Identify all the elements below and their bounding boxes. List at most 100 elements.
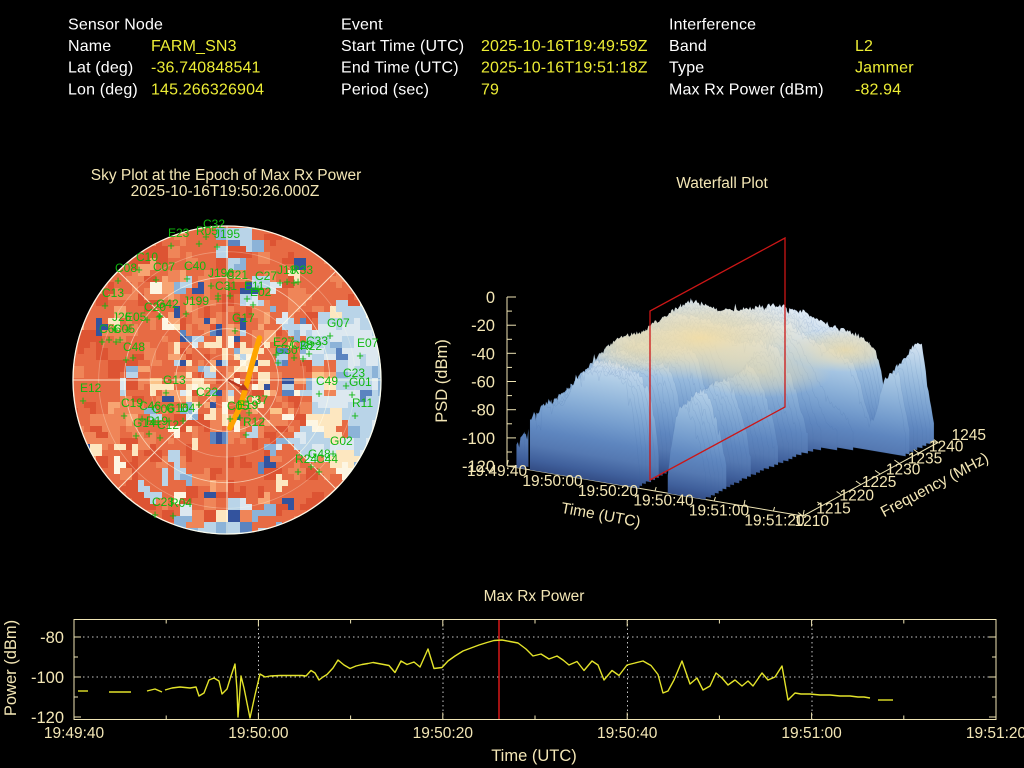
svg-text:Max Rx Power (dBm): Max Rx Power (dBm): [669, 81, 824, 98]
svg-text:+: +: [129, 350, 137, 365]
svg-text:+: +: [213, 239, 221, 254]
svg-text:0: 0: [486, 289, 495, 307]
svg-text:End Time (UTC): End Time (UTC): [341, 60, 459, 77]
svg-text:+: +: [342, 378, 350, 393]
svg-text:19:49:40: 19:49:40: [44, 725, 105, 742]
svg-text:Start Time (UTC): Start Time (UTC): [341, 38, 464, 55]
svg-text:+: +: [348, 387, 356, 402]
svg-text:Max Rx Power: Max Rx Power: [484, 588, 585, 605]
svg-text:Interference: Interference: [669, 17, 756, 34]
svg-text:E05: E05: [125, 310, 147, 324]
svg-text:+: +: [114, 273, 122, 288]
svg-text:+: +: [214, 288, 222, 303]
svg-text:C21: C21: [226, 268, 248, 282]
svg-text:1245: 1245: [952, 427, 986, 444]
svg-text:+: +: [351, 408, 359, 423]
svg-text:+: +: [305, 346, 313, 361]
svg-text:+: +: [165, 413, 173, 428]
svg-text:+: +: [124, 322, 132, 337]
svg-text:Type: Type: [669, 60, 704, 77]
svg-text:+: +: [179, 413, 187, 428]
svg-text:+: +: [111, 322, 119, 337]
svg-text:G07: G07: [327, 316, 350, 330]
svg-text:C08: C08: [115, 261, 137, 275]
svg-text:+: +: [225, 280, 233, 295]
svg-text:Time (UTC): Time (UTC): [491, 747, 577, 765]
svg-text:+: +: [315, 464, 323, 479]
svg-text:+: +: [299, 351, 307, 366]
svg-text:+: +: [294, 464, 302, 479]
svg-text:D4: D4: [180, 401, 196, 415]
svg-text:+: +: [167, 238, 175, 253]
svg-text:+: +: [162, 385, 170, 400]
svg-text:19:50:20: 19:50:20: [413, 725, 474, 742]
svg-text:C19: C19: [121, 396, 143, 410]
svg-text:+: +: [226, 288, 234, 303]
svg-text:C66: C66: [99, 322, 121, 336]
svg-text:FARM_SN3: FARM_SN3: [151, 38, 237, 55]
svg-text:+: +: [182, 306, 190, 321]
svg-text:+: +: [207, 278, 215, 293]
svg-text:+: +: [329, 446, 337, 461]
svg-text:C20: C20: [144, 300, 166, 314]
svg-text:+: +: [138, 411, 146, 426]
svg-text:Lon (deg): Lon (deg): [68, 81, 138, 98]
svg-text:Period (sec): Period (sec): [341, 81, 429, 98]
svg-text:+: +: [98, 334, 106, 349]
svg-text:+: +: [290, 275, 298, 290]
svg-text:+: +: [195, 236, 203, 251]
svg-text:+: +: [254, 281, 262, 296]
svg-text:C23: C23: [343, 366, 365, 380]
svg-text:+: +: [101, 298, 109, 313]
svg-text:19:51:20: 19:51:20: [966, 725, 1024, 742]
svg-text:+: +: [276, 275, 284, 290]
svg-text:G17: G17: [232, 311, 255, 325]
svg-text:+: +: [202, 229, 210, 244]
svg-text:19:51:00: 19:51:00: [689, 503, 750, 520]
svg-text:R05: R05: [196, 224, 218, 238]
svg-text:+: +: [152, 272, 160, 287]
svg-text:J199: J199: [183, 294, 209, 308]
svg-text:-80: -80: [40, 629, 64, 647]
svg-text:C12: C12: [157, 418, 179, 432]
svg-text:C44: C44: [316, 452, 338, 466]
svg-text:-80: -80: [471, 402, 495, 420]
svg-text:Jammer: Jammer: [855, 60, 914, 77]
svg-text:R33: R33: [291, 263, 313, 277]
svg-text:+: +: [151, 414, 159, 429]
svg-text:E19: E19: [237, 398, 259, 412]
svg-text:-120: -120: [462, 458, 495, 476]
svg-text:PSD (dBm): PSD (dBm): [433, 339, 451, 422]
svg-text:C40: C40: [184, 259, 206, 273]
svg-text:79: 79: [481, 81, 499, 98]
svg-text:C49: C49: [316, 374, 338, 388]
svg-text:+: +: [183, 271, 191, 286]
svg-text:19:50:40: 19:50:40: [633, 493, 694, 510]
svg-text:+: +: [143, 312, 151, 327]
svg-text:+: +: [356, 348, 364, 363]
svg-text:C46: C46: [139, 399, 161, 413]
svg-text:C31: C31: [215, 279, 237, 293]
svg-text:J26: J26: [112, 310, 132, 324]
svg-text:+: +: [315, 386, 323, 401]
svg-text:+: +: [156, 430, 164, 445]
svg-text:2025-10-16T19:49:59Z: 2025-10-16T19:49:59Z: [481, 38, 648, 55]
svg-text:C22: C22: [196, 385, 218, 399]
svg-text:E27: E27: [273, 335, 295, 349]
svg-text:C27: C27: [255, 269, 277, 283]
svg-text:J195: J195: [214, 227, 240, 241]
svg-text:G16: G16: [166, 401, 189, 415]
svg-text:+: +: [290, 350, 298, 365]
svg-text:-20: -20: [471, 317, 495, 335]
svg-text:+: +: [169, 508, 177, 523]
svg-text:+: +: [294, 274, 302, 289]
svg-text:G01: G01: [349, 375, 372, 389]
svg-text:+: +: [245, 405, 253, 420]
svg-text:R24: R24: [295, 452, 317, 466]
svg-text:C37: C37: [246, 393, 268, 407]
svg-text:1240: 1240: [929, 438, 964, 455]
svg-text:-40: -40: [471, 345, 495, 363]
svg-text:+: +: [231, 323, 239, 338]
svg-text:E02: E02: [250, 285, 272, 299]
svg-text:1220: 1220: [839, 487, 874, 504]
